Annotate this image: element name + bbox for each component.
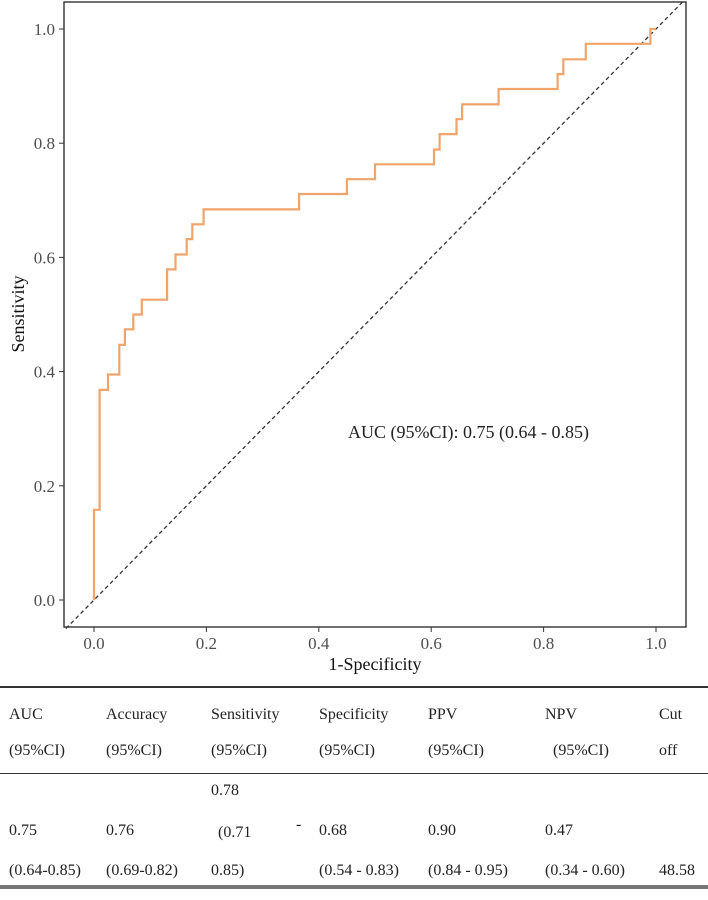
accuracy-value: 0.76	[106, 822, 134, 839]
sensitivity-ci-lower: (0.71	[218, 824, 252, 841]
cutoff-value: 48.58	[659, 862, 695, 879]
y-tick-label: 0.6	[34, 248, 55, 267]
header-auc-ci: (95%CI)	[9, 742, 65, 759]
reference-diagonal-line	[65, 0, 685, 630]
axis-ticks: 0.0 0.2 0.4 0.6 0.8 1.0 0.0 0.2 0.4 0.6 0.8 1.0	[34, 20, 667, 653]
y-tick-label: 0.2	[34, 477, 55, 496]
x-tick-label: 0.0	[83, 634, 104, 653]
sensitivity-ci-dash: -	[296, 816, 302, 833]
x-tick-label: 1.0	[645, 634, 666, 653]
npv-value: 0.47	[545, 822, 573, 839]
x-axis-title: 1-Specificity	[329, 654, 422, 674]
auc-ci: (0.64-0.85)	[9, 862, 81, 879]
header-cutoff: Cut	[659, 706, 683, 723]
header-accuracy-ci: (95%CI)	[106, 742, 162, 759]
ppv-ci: (0.84 - 0.95)	[428, 862, 508, 879]
header-npv-ci: (95%CI)	[553, 742, 609, 759]
header-cutoff-line2: off	[659, 742, 678, 759]
plot-border	[63, 1, 687, 628]
auc-annotation: AUC (95%CI): 0.75 (0.64 - 0.85)	[348, 422, 589, 443]
y-tick-label: 0.4	[34, 363, 56, 382]
metrics-table: AUC (95%CI) Accuracy (95%CI) Sensitivity…	[0, 686, 708, 900]
y-tick-label: 0.0	[34, 591, 55, 610]
x-tick-label: 0.8	[533, 634, 554, 653]
header-auc: AUC	[9, 706, 43, 723]
x-tick-label: 0.2	[196, 634, 217, 653]
header-sensitivity: Sensitivity	[211, 706, 280, 723]
x-tick-label: 0.4	[308, 634, 330, 653]
ppv-value: 0.90	[428, 822, 456, 839]
y-axis-title: Sensitivity	[8, 275, 28, 352]
table-top-rule	[0, 686, 708, 688]
header-ppv-ci: (95%CI)	[428, 742, 484, 759]
y-tick-label: 1.0	[34, 20, 55, 39]
roc-curve-line	[92, 27, 656, 600]
specificity-value: 0.68	[319, 822, 347, 839]
header-specificity-ci: (95%CI)	[319, 742, 375, 759]
header-npv: NPV	[545, 706, 578, 723]
y-tick-label: 0.8	[34, 134, 55, 153]
table-bottom-rule	[0, 885, 708, 889]
table-header-rule	[0, 773, 708, 774]
sensitivity-ci-upper: 0.85)	[211, 862, 245, 879]
roc-chart: 0.0 0.2 0.4 0.6 0.8 1.0 0.0 0.2 0.4 0.6 0.8 1.0 1-S…	[8, 0, 687, 674]
header-sensitivity-ci: (95%CI)	[211, 742, 267, 759]
npv-ci: (0.34 - 0.60)	[545, 862, 625, 879]
header-specificity: Specificity	[319, 706, 389, 723]
specificity-ci: (0.54 - 0.83)	[319, 862, 399, 879]
accuracy-ci: (0.69-0.82)	[106, 862, 178, 879]
auc-value: 0.75	[9, 822, 37, 839]
sensitivity-value: 0.78	[211, 782, 239, 799]
x-tick-label: 0.6	[421, 634, 442, 653]
header-accuracy: Accuracy	[106, 706, 168, 723]
header-ppv: PPV	[428, 706, 458, 723]
